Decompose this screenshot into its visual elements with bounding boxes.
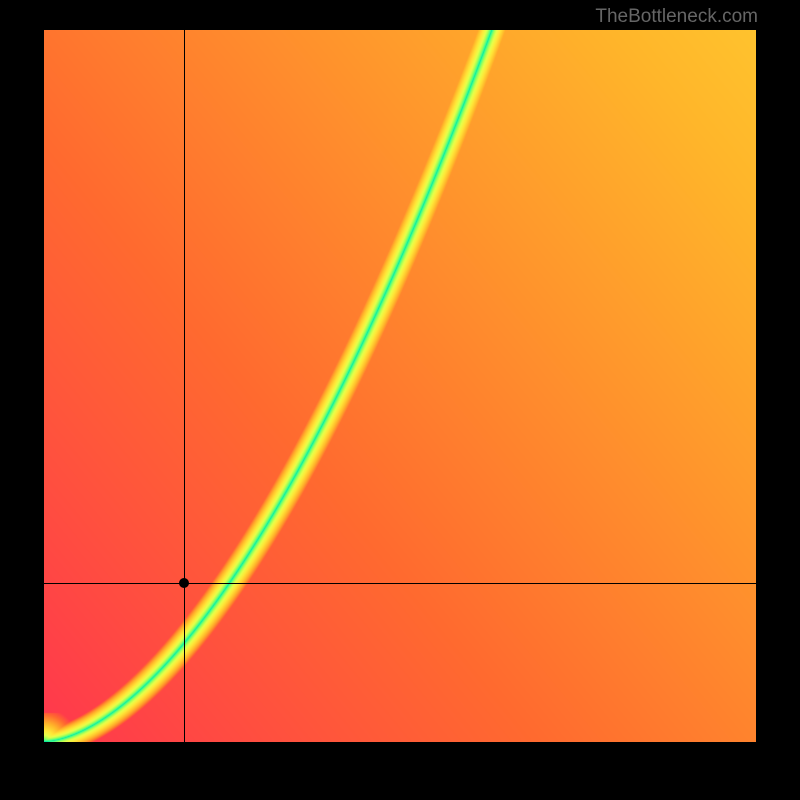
selection-marker — [179, 578, 189, 588]
heatmap-canvas — [44, 30, 756, 742]
bottleneck-heatmap — [44, 30, 756, 742]
watermark-text: TheBottleneck.com — [595, 6, 758, 28]
crosshair-vertical — [184, 30, 185, 742]
crosshair-horizontal — [44, 583, 756, 584]
